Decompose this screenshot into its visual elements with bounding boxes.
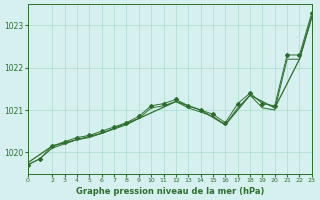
- X-axis label: Graphe pression niveau de la mer (hPa): Graphe pression niveau de la mer (hPa): [76, 187, 264, 196]
